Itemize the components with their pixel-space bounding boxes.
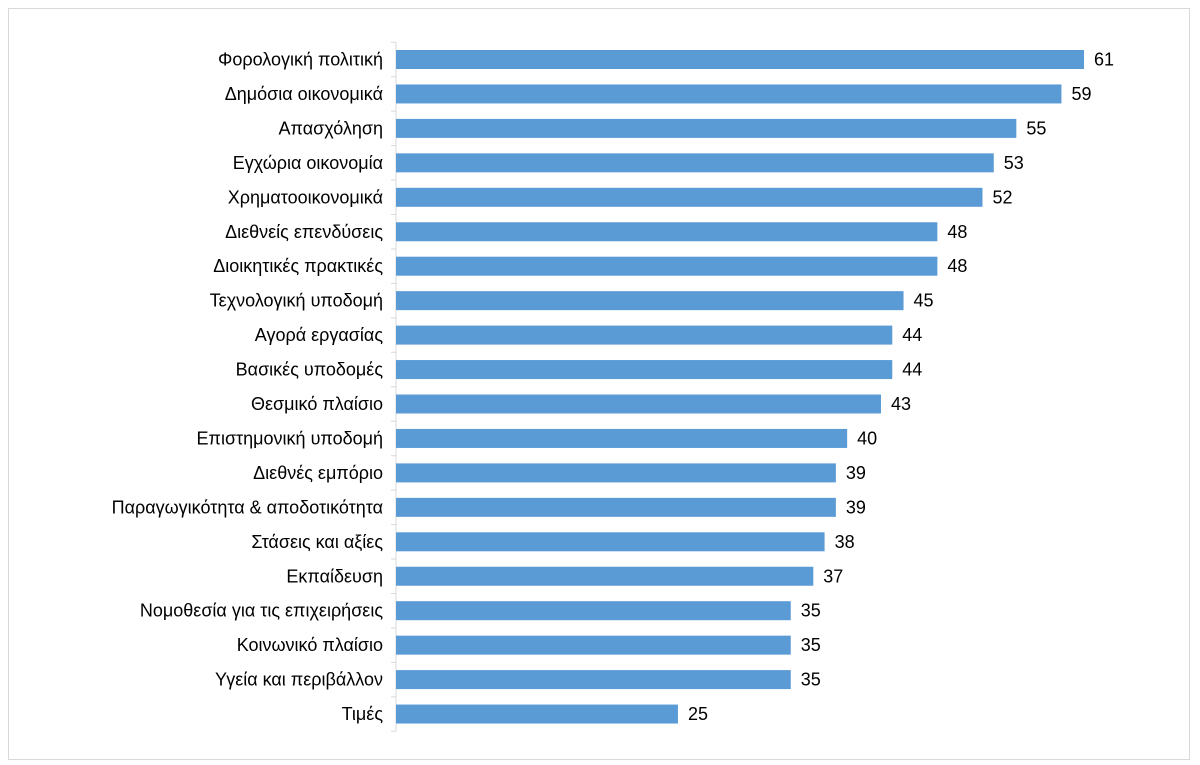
- bar: [396, 118, 1017, 138]
- category-label: Φορολογική πολιτική: [218, 50, 383, 70]
- data-label: 48: [947, 222, 967, 242]
- category-label: Στάσεις και αξίες: [251, 532, 383, 552]
- data-label: 35: [801, 635, 821, 655]
- data-label: 35: [801, 670, 821, 690]
- data-label: 61: [1094, 50, 1114, 70]
- category-label: Νομοθεσία για τις επιχειρήσεις: [140, 601, 383, 621]
- category-label: Διεθνές εμπόριο: [253, 463, 383, 483]
- bar: [396, 291, 904, 311]
- data-label: 45: [914, 291, 934, 311]
- category-label: Δημόσια οικονομικά: [225, 84, 383, 104]
- data-label: 55: [1026, 118, 1046, 138]
- bar: [396, 84, 1062, 104]
- bar: [396, 360, 893, 380]
- bar: [396, 222, 938, 242]
- data-label: 25: [688, 704, 708, 724]
- data-label: 39: [846, 463, 866, 483]
- data-label: 35: [801, 601, 821, 621]
- bar: [396, 497, 836, 517]
- data-label: 38: [835, 532, 855, 552]
- category-label: Τιμές: [342, 704, 384, 724]
- bar: [396, 428, 848, 448]
- category-label: Κοινωνικό πλαίσιο: [237, 635, 383, 655]
- data-label: 39: [846, 497, 866, 517]
- category-label: Απασχόληση: [279, 118, 383, 138]
- data-label: 37: [823, 566, 843, 586]
- data-label: 43: [891, 394, 911, 414]
- data-label: 44: [902, 360, 922, 380]
- bar: [396, 463, 836, 483]
- category-label: Τεχνολογική υποδομή: [210, 291, 383, 311]
- bar: [396, 704, 678, 724]
- category-label: Εκπαίδευση: [286, 566, 383, 586]
- bar: [396, 187, 983, 207]
- category-label: Παραγωγικότητα & αποδοτικότητα: [112, 497, 383, 517]
- category-label: Θεσμικό πλαίσιο: [251, 394, 383, 414]
- bars: [396, 50, 1084, 724]
- category-label: Διοικητικές πρακτικές: [213, 256, 383, 276]
- bar: [396, 50, 1084, 69]
- bar: [396, 325, 893, 345]
- chart-frame: Φορολογική πολιτική Δημόσια οικονομικά Απα…: [8, 8, 1190, 760]
- bar: [396, 566, 814, 586]
- category-label: Υγεία και περιβάλλον: [215, 670, 383, 690]
- category-label: Αγορά εργασίας: [255, 325, 384, 345]
- data-label: 44: [902, 325, 922, 345]
- category-label: Επιστημονική υποδομή: [197, 428, 383, 448]
- y-axis-ticks: [391, 41, 396, 732]
- bar: [396, 394, 881, 414]
- bar: [396, 635, 791, 655]
- bar: [396, 256, 938, 276]
- bar: [396, 532, 825, 552]
- bar: [396, 601, 791, 621]
- category-label: Εγχώρια οικονομία: [233, 153, 383, 173]
- data-label: 52: [992, 187, 1012, 207]
- category-label: Βασικές υποδομές: [236, 360, 384, 380]
- category-label: Διεθνείς επενδύσεις: [225, 222, 383, 242]
- bar: [396, 153, 994, 173]
- category-label: Χρηματοοικονομικά: [228, 187, 383, 207]
- data-label: 48: [947, 256, 967, 276]
- data-label: 40: [857, 428, 877, 448]
- data-label: 59: [1071, 84, 1091, 104]
- category-labels: Φορολογική πολιτική Δημόσια οικονομικά Απα…: [112, 50, 384, 725]
- bar: [396, 670, 791, 690]
- data-label: 53: [1004, 153, 1024, 173]
- bar-chart: Φορολογική πολιτική Δημόσια οικονομικά Απα…: [112, 41, 1114, 732]
